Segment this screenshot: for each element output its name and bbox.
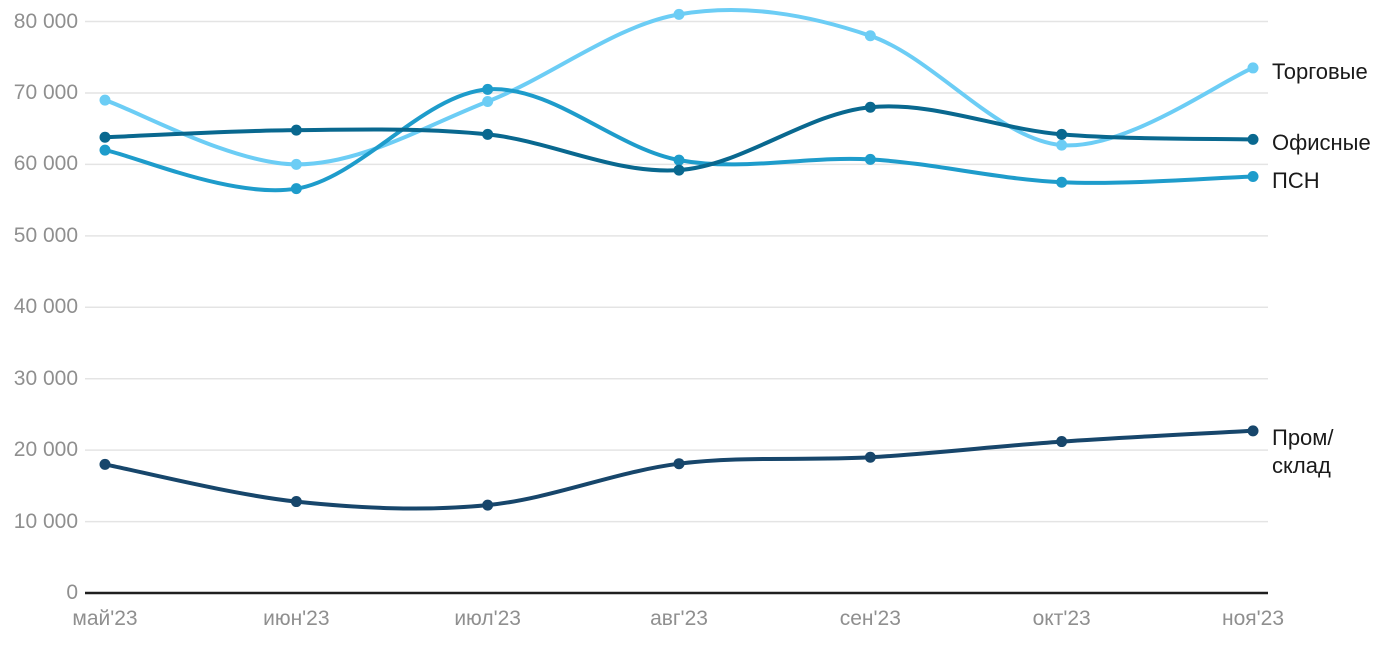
series-dot-psn [673,154,685,166]
series-label-text: Офисные [1272,130,1371,156]
y-tick-label: 60 000 [13,152,78,176]
series-dot-torgovye [864,30,876,42]
series-label-text: Торговые [1272,58,1368,84]
series-dot-prom-sklad [1056,436,1068,448]
x-tick-label: окт'23 [1032,607,1091,630]
series-dot-ofisnye [1247,133,1259,145]
series-label-psn: ПСН [1272,167,1320,195]
series-label-text: ПСН [1272,167,1320,193]
y-tick-label: 10 000 [13,509,78,533]
series-dot-prom-sklad [864,451,876,463]
series-dot-ofisnye [1056,128,1068,140]
x-tick-label: май'23 [72,607,138,630]
series-dot-torgovye [482,96,494,108]
series-label-text: склад [1272,452,1331,478]
series-dot-psn [290,183,302,195]
series-dot-psn [1056,176,1068,188]
series-dot-psn [864,153,876,165]
series-dot-psn [1247,171,1259,183]
series-dot-ofisnye [864,101,876,113]
y-tick-label: 20 000 [13,438,78,462]
series-dot-prom-sklad [673,458,685,470]
series-label-ofisnye: Офисные [1272,129,1371,157]
y-tick-label: 30 000 [13,366,78,390]
x-tick-label: авг'23 [650,607,708,630]
series-dot-psn [482,83,494,95]
series-dot-torgovye [1056,139,1068,151]
x-tick-label: июл'23 [454,607,521,630]
series-line-torgovye [103,8,1255,167]
series-label-prom-sklad: Пром/ склад [1272,424,1334,480]
x-tick-label: июн'23 [263,607,330,630]
series-dot-psn [99,144,111,156]
series-dot-prom-sklad [482,499,494,511]
series-dot-prom-sklad [1247,425,1259,437]
x-tick-label: ноя'23 [1221,607,1284,630]
y-tick-label: 0 [66,581,78,604]
y-tick-label: 70 000 [13,80,78,104]
y-tick-label: 50 000 [13,223,78,247]
series-dot-torgovye [1247,62,1259,74]
series-dot-prom-sklad [99,458,111,470]
series-label-torgovye: Торговые [1272,58,1368,86]
series-dot-torgovye [290,158,302,170]
x-tick-label: сен'23 [839,607,901,630]
series-dot-prom-sklad [290,496,302,508]
series-label-text: Пром/ [1272,424,1334,450]
series-dot-ofisnye [673,164,685,176]
series-dot-ofisnye [99,131,111,143]
series-line-prom-sklad [103,428,1255,511]
series-dot-torgovye [99,94,111,106]
y-tick-label: 40 000 [13,295,78,319]
series-dot-torgovye [673,8,685,20]
y-tick-label: 80 000 [13,9,78,33]
series-dot-ofisnye [482,128,494,140]
series-dot-ofisnye [290,124,302,136]
